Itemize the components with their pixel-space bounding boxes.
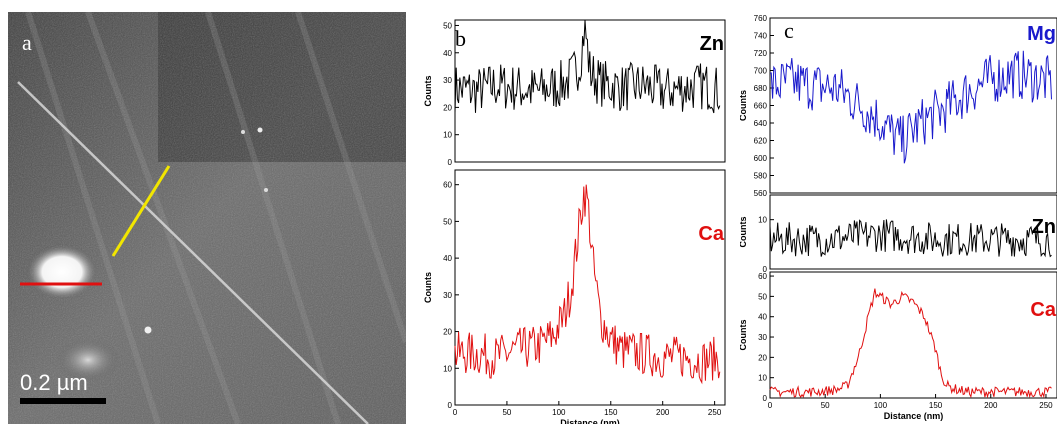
y-tick-label: 30 (443, 76, 452, 85)
x-tick-label: 50 (821, 401, 830, 410)
x-tick-label: 250 (708, 408, 722, 417)
plot-frame (769, 17, 1057, 194)
y-tick-label: 10 (443, 364, 452, 373)
y-tick-label: 40 (443, 49, 452, 58)
scale-bar-label: 0.2 µm (20, 370, 88, 395)
element-label: Ca (1030, 299, 1056, 321)
y-tick-label: 50 (443, 21, 452, 30)
y-tick-label: 700 (754, 67, 768, 76)
plot-b-top: 0 10 20 30 40 50 Counts Zn (423, 19, 726, 167)
x-tick-label: 150 (929, 401, 943, 410)
dim-particle (56, 338, 120, 382)
y-tick-label: 40 (443, 254, 452, 263)
y-tick-label: 0 (448, 401, 453, 410)
x-tick-label: 100 (874, 401, 888, 410)
x-tick-label: 250 (1039, 401, 1053, 410)
series-line (769, 219, 1052, 258)
y-tick-label: 30 (758, 333, 767, 342)
element-label: Zn (1032, 216, 1056, 238)
panel-label-a: a (22, 30, 32, 55)
y-tick-label: 0 (763, 394, 768, 403)
y-tick-label: 740 (754, 32, 768, 41)
panel-c: c 560580600620640660680700720740760Count… (740, 14, 1057, 421)
y-axis-label: Counts (423, 272, 433, 303)
y-tick-label: 40 (758, 313, 767, 322)
y-tick-label: 0 (448, 158, 453, 167)
x-tick-label: 200 (984, 401, 998, 410)
y-axis-label: Counts (423, 76, 433, 107)
y-tick-label: 10 (443, 131, 452, 140)
y-axis-label: Counts (740, 217, 748, 248)
y-tick-label: 680 (754, 84, 768, 93)
element-label: Ca (698, 223, 724, 245)
bright-particle (26, 244, 98, 300)
panel-b: b 0 10 20 30 40 50 Counts Zn 0 10 20 30 40 50 60 0 50 10… (423, 19, 726, 424)
grain-boundary (17, 81, 369, 424)
series-line (769, 50, 1052, 164)
plot-c-top: 560 580 600 620 640 660 680 700 720 740 760 Counts M… (740, 14, 1057, 198)
profile-line-b (111, 165, 171, 257)
y-tick-label: 600 (754, 154, 768, 163)
x-axis-label: Distance (nm) (560, 418, 620, 424)
y-tick-label: 580 (754, 172, 768, 181)
plot-c-middle: 0 10 Counts Zn (740, 194, 1057, 274)
y-tick-label: 20 (443, 103, 452, 112)
y-tick-label: 30 (443, 291, 452, 300)
plot-b-bottom: 0 10 20 30 40 50 60 0 50 100 150 200 250 Distance (nm… (423, 169, 726, 424)
y-tick-label: 20 (758, 353, 767, 362)
y-tick-label: 720 (754, 49, 768, 58)
scale-bar (20, 398, 106, 404)
x-tick-label: 0 (453, 408, 458, 417)
small-particle (264, 188, 268, 192)
y-tick-label: 60 (758, 272, 767, 281)
series-line (454, 184, 721, 385)
small-particle (257, 127, 263, 133)
element-label: Zn (700, 33, 724, 55)
x-tick-label: 100 (552, 408, 566, 417)
small-particle (144, 326, 152, 334)
x-tick-label: 200 (656, 408, 670, 417)
y-axis-label: Counts (740, 90, 748, 121)
y-tick-label: 620 (754, 137, 768, 146)
x-tick-label: 0 (768, 401, 773, 410)
y-tick-label: 50 (443, 217, 452, 226)
y-tick-label: 560 (754, 189, 768, 198)
y-tick-label: 10 (758, 374, 767, 383)
y-tick-label: 0 (763, 265, 768, 274)
y-tick-label: 60 (443, 181, 452, 190)
series-line (769, 288, 1052, 399)
y-tick-label: 50 (758, 292, 767, 301)
y-tick-label: 20 (443, 328, 452, 337)
x-axis-label: Distance (nm) (884, 411, 944, 421)
panel-label-b: b (455, 26, 466, 51)
small-particle (241, 130, 245, 134)
series-line (454, 19, 721, 114)
y-tick-label: 760 (754, 14, 768, 23)
plot-c-bottom: 0 10 20 30 40 50 60 0 50 100 150 200 250 Distance (nm… (740, 271, 1057, 421)
panel-label-c: c (784, 18, 794, 43)
plot-frame (454, 19, 726, 163)
y-axis-label: Counts (740, 320, 748, 351)
micrograph-image: a 0.2 µm (8, 12, 406, 424)
x-tick-label: 50 (502, 408, 511, 417)
y-tick-label: 660 (754, 102, 768, 111)
plot-frame (769, 271, 1057, 399)
plot-frame (454, 169, 726, 406)
x-tick-label: 150 (604, 408, 618, 417)
element-label: Mg (1027, 23, 1056, 45)
y-tick-label: 640 (754, 119, 768, 128)
y-tick-label: 10 (758, 216, 767, 225)
